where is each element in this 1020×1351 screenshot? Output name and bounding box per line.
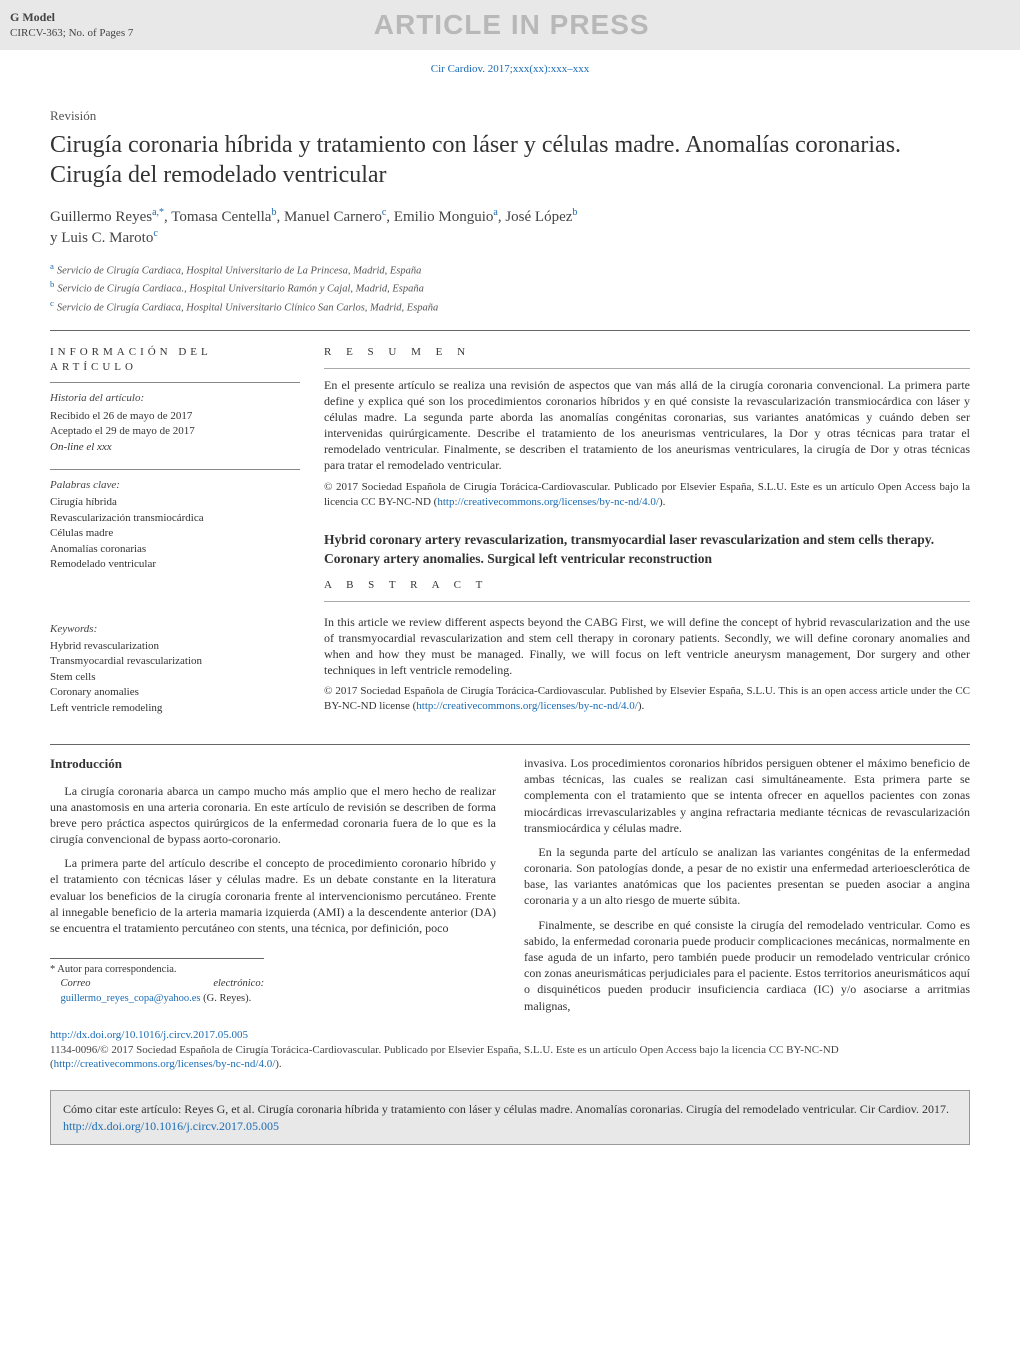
sidebar: INFORMACIÓN DEL ARTÍCULO Historia del ar… (50, 345, 300, 610)
abstract-copyright: © 2017 Sociedad Española de Cirugía Torá… (324, 684, 970, 714)
author-4-aff: a (493, 207, 497, 218)
abstract-heading: A B S T R A C T (324, 578, 970, 593)
gmodel-label: G Model (10, 9, 133, 25)
issn-close: ). (275, 1058, 281, 1070)
journal-reference: Cir Cardiov. 2017;xxx(xx):xxx–xxx (50, 62, 970, 77)
abstract-block: In this article we review different aspe… (324, 614, 970, 730)
affiliation-b: Servicio de Cirugía Cardiaca., Hospital … (57, 284, 424, 295)
affiliations: aServicio de Cirugía Cardiaca, Hospital … (50, 261, 970, 316)
email-label: Correo electrónico: (61, 978, 265, 989)
history-online: On-line el xxx (50, 440, 300, 455)
keyword-1: Transmyocardial revascularization (50, 654, 300, 669)
email-tail: (G. Reyes). (201, 993, 252, 1004)
intro-p2: La primera parte del artículo describe e… (50, 855, 496, 936)
author-1-aff: a,* (152, 207, 164, 218)
info-heading: INFORMACIÓN DEL ARTÍCULO (50, 345, 300, 375)
author-2-aff: b (271, 207, 276, 218)
palabra-1: Revascularización transmiocárdica (50, 511, 300, 526)
issn-license-link[interactable]: http://creativecommons.org/licenses/by-n… (54, 1058, 276, 1070)
abstract-license-link[interactable]: http://creativecommons.org/licenses/by-n… (416, 700, 638, 712)
keyword-0: Hybrid revascularization (50, 639, 300, 654)
keyword-3: Coronary anomalies (50, 685, 300, 700)
citation-prefix: Cómo citar este artículo: Reyes G, et al… (63, 1102, 949, 1116)
palabra-0: Cirugía híbrida (50, 495, 300, 510)
history-received: Recibido el 26 de mayo de 2017 (50, 409, 300, 424)
citation-box: Cómo citar este artículo: Reyes G, et al… (50, 1090, 970, 1144)
palabra-4: Remodelado ventricular (50, 557, 300, 572)
palabras-label: Palabras clave: (50, 478, 300, 493)
palabra-2: Células madre (50, 526, 300, 541)
intro-p1: La cirugía coronaria abarca un campo muc… (50, 783, 496, 848)
corr-author-label: * Autor para correspondencia. (50, 963, 264, 977)
affiliation-a: Servicio de Cirugía Cardiaca, Hospital U… (57, 265, 421, 276)
resumen-license-link[interactable]: http://creativecommons.org/licenses/by-n… (437, 496, 659, 508)
resumen-text: En el presente artículo se realiza una r… (324, 377, 970, 474)
author-6: Luis C. Maroto (61, 230, 153, 246)
intro-p5: Finalmente, se describe en qué consiste … (524, 917, 970, 1014)
abstract-rule (324, 601, 970, 602)
palabra-3: Anomalías coronarias (50, 542, 300, 557)
resumen-close: ). (659, 496, 665, 508)
header-bar: G Model CIRCV-363; No. of Pages 7 ARTICL… (0, 0, 1020, 50)
resumen-copyright: © 2017 Sociedad Española de Cirugía Torá… (324, 480, 970, 510)
article-title: Cirugía coronaria híbrida y tratamiento … (50, 130, 970, 190)
affiliation-c: Servicio de Cirugía Cardiaca, Hospital U… (57, 303, 438, 314)
history-label: Historia del artículo: (50, 391, 300, 406)
gmodel-block: G Model CIRCV-363; No. of Pages 7 (10, 9, 133, 40)
keyword-2: Stem cells (50, 670, 300, 685)
citation-doi-link[interactable]: http://dx.doi.org/10.1016/j.circv.2017.0… (63, 1119, 279, 1133)
author-2: Tomasa Centella (171, 209, 271, 225)
english-title: Hybrid coronary artery revascularization… (324, 531, 970, 567)
rule-top (50, 330, 970, 331)
intro-p4: En la segunda parte del artículo se anal… (524, 844, 970, 909)
resumen-rule (324, 368, 970, 369)
article-in-press-banner: ARTICLE IN PRESS (133, 6, 890, 44)
corr-email-link[interactable]: guillermo_reyes_copa@yahoo.es (61, 993, 201, 1004)
article-type: Revisión (50, 107, 970, 125)
doi-line: http://dx.doi.org/10.1016/j.circv.2017.0… (50, 1028, 970, 1043)
author-6-aff: c (153, 228, 157, 239)
author-3-aff: c (382, 207, 386, 218)
gmodel-ref: CIRCV-363; No. of Pages 7 (10, 27, 133, 39)
keywords-block: Keywords: Hybrid revascularization Trans… (50, 614, 300, 716)
abstract-text: In this article we review different aspe… (324, 614, 970, 679)
resumen-block: R E S U M E N En el presente artículo se… (324, 345, 970, 610)
author-1: Guillermo Reyes (50, 209, 152, 225)
intro-columns: Introducción La cirugía coronaria abarca… (50, 755, 970, 1014)
rule-mid (50, 744, 970, 745)
history-accepted: Aceptado el 29 de mayo de 2017 (50, 424, 300, 439)
intro-p3: invasiva. Los procedimientos coronarios … (524, 755, 970, 836)
author-5-aff: b (572, 207, 577, 218)
author-5: José López (505, 209, 572, 225)
author-4: Emilio Monguio (394, 209, 494, 225)
sidebar-keywords: Keywords: Hybrid revascularization Trans… (50, 614, 300, 730)
keyword-4: Left ventricle remodeling (50, 701, 300, 716)
history-block: Historia del artículo: Recibido el 26 de… (50, 382, 300, 455)
authors-line: Guillermo Reyesa,*, Tomasa Centellab, Ma… (50, 206, 970, 249)
doi-link[interactable]: http://dx.doi.org/10.1016/j.circv.2017.0… (50, 1029, 248, 1041)
keywords-label: Keywords: (50, 622, 300, 637)
abstract-close: ). (638, 700, 644, 712)
resumen-heading: R E S U M E N (324, 345, 970, 360)
correspondence-footnote: * Autor para correspondencia. Correo ele… (50, 958, 264, 1006)
issn-line: 1134-0096/© 2017 Sociedad Española de Ci… (50, 1043, 970, 1073)
intro-heading: Introducción (50, 755, 496, 773)
author-3: Manuel Carnero (284, 209, 382, 225)
palabras-block: Palabras clave: Cirugía híbrida Revascul… (50, 469, 300, 572)
authors-y: y (50, 230, 61, 246)
